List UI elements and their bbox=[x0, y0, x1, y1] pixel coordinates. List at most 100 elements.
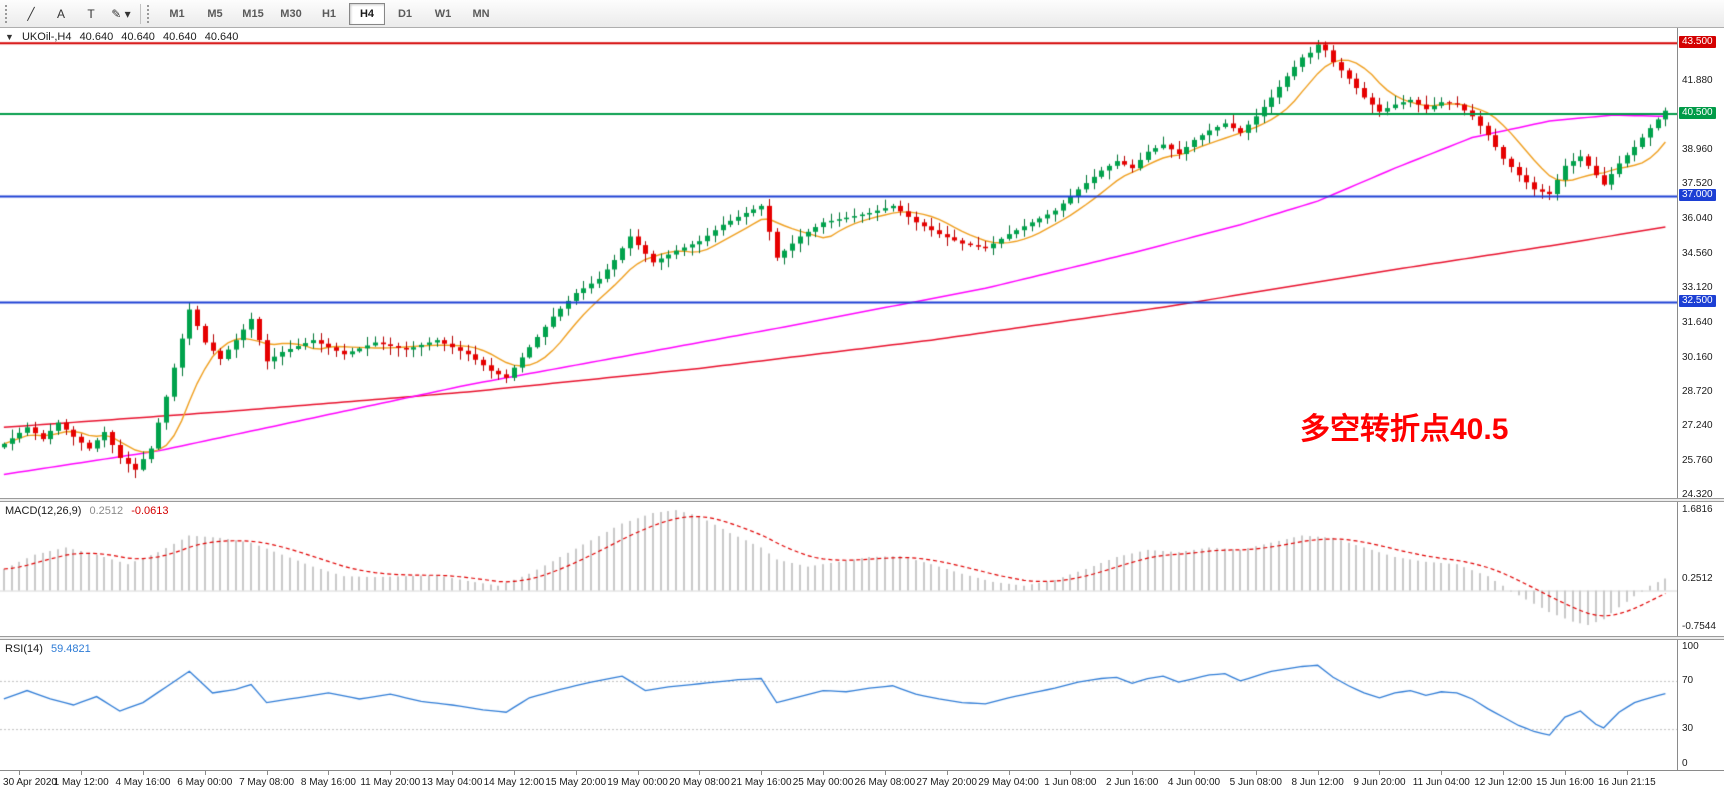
price-tick-label: 36.040 bbox=[1682, 213, 1713, 225]
toolbar-separator bbox=[140, 3, 141, 24]
price-line-badge: 32.500 bbox=[1679, 295, 1716, 308]
timeframe-button-m15[interactable]: M15 bbox=[242, 7, 264, 20]
time-axis-label: 30 Apr 2020 bbox=[3, 777, 57, 788]
time-axis-tick bbox=[1070, 771, 1072, 775]
time-axis-tick bbox=[1193, 771, 1195, 775]
time-axis-label: 13 May 04:00 bbox=[421, 777, 483, 788]
time-axis-tick bbox=[637, 771, 639, 775]
macd-tick-label: -0.7544 bbox=[1682, 620, 1716, 632]
time-axis-tick bbox=[1317, 771, 1319, 775]
timeframe-button-m1[interactable]: M1 bbox=[169, 7, 185, 20]
price-line-badge: 37.000 bbox=[1679, 189, 1716, 202]
timeframe-button-mn[interactable]: MN bbox=[472, 7, 490, 20]
toolbar-drag-handle[interactable] bbox=[5, 4, 11, 23]
price-tick-label: 34.560 bbox=[1682, 247, 1713, 259]
time-axis-tick bbox=[328, 771, 330, 775]
draw-tool-button[interactable]: ✎ ▾ bbox=[111, 6, 131, 21]
time-axis-label: 12 Jun 12:00 bbox=[1474, 777, 1533, 788]
rsi-title: RSI(14) bbox=[5, 643, 43, 655]
timeframe-button-m30[interactable]: M30 bbox=[280, 7, 302, 20]
text-label-tool-button[interactable]: A bbox=[56, 6, 65, 21]
time-axis-tick bbox=[142, 771, 144, 775]
time-axis-label: 4 May 16:00 bbox=[115, 777, 171, 788]
quote-close: 40.640 bbox=[204, 31, 239, 43]
macd-tick-label: 1.6816 bbox=[1682, 504, 1713, 516]
time-axis-label: 6 May 00:00 bbox=[177, 777, 233, 788]
timeframe-button-h1[interactable]: H1 bbox=[321, 7, 337, 20]
time-axis-label: 2 Jun 16:00 bbox=[1106, 777, 1159, 788]
time-axis-tick bbox=[1441, 771, 1443, 775]
time-axis-tick bbox=[1503, 771, 1505, 775]
macd-chart-canvas[interactable] bbox=[0, 502, 1677, 636]
price-tick-label: 37.520 bbox=[1682, 178, 1713, 190]
price-tick-label: 25.760 bbox=[1682, 455, 1713, 467]
toolbar-tools: ╱ A T ✎ ▾ bbox=[16, 2, 136, 26]
time-axis-label: 29 May 04:00 bbox=[978, 777, 1039, 788]
macd-tick-label: 0.2512 bbox=[1682, 572, 1713, 584]
panel-splitter[interactable] bbox=[0, 636, 1724, 640]
time-axis-label: 16 Jun 21:15 bbox=[1597, 777, 1656, 788]
timeframe-button-d1[interactable]: D1 bbox=[397, 7, 413, 20]
price-tick-label: 24.320 bbox=[1682, 489, 1713, 501]
time-axis-label: 20 May 08:00 bbox=[669, 777, 730, 788]
time-axis-tick bbox=[81, 771, 83, 775]
timeframe-button-m5[interactable]: M5 bbox=[207, 7, 223, 20]
price-chart-canvas[interactable] bbox=[0, 28, 1677, 498]
time-axis-tick bbox=[699, 771, 701, 775]
time-axis-tick bbox=[1564, 771, 1566, 775]
time-axis-label: 26 May 08:00 bbox=[854, 777, 916, 788]
timeframe-toolbar-drag-handle[interactable] bbox=[147, 4, 153, 23]
timeframe-button-w1[interactable]: W1 bbox=[434, 7, 452, 20]
line-tool-button[interactable]: ╱ bbox=[27, 6, 35, 21]
time-axis-label: 1 Jun 08:00 bbox=[1044, 777, 1097, 788]
quote-high: 40.640 bbox=[121, 31, 155, 43]
time-axis-label: 14 May 12:00 bbox=[483, 777, 545, 788]
rsi-chart-canvas[interactable] bbox=[0, 640, 1677, 770]
macd-value-signal: -0.0613 bbox=[131, 505, 169, 517]
text-box-tool-button[interactable]: T bbox=[87, 6, 95, 21]
price-tick-label: 41.880 bbox=[1682, 75, 1713, 87]
time-axis-tick bbox=[761, 771, 763, 775]
macd-axis[interactable]: 1.6816 0.2512 -0.7544 bbox=[1677, 502, 1724, 636]
rsi-tick-label: 30 bbox=[1682, 723, 1694, 735]
price-tick-label: 28.720 bbox=[1682, 385, 1713, 397]
macd-panel: MACD(12,26,9) 0.2512 -0.0613 1.6816 0.251… bbox=[0, 502, 1724, 636]
time-axis-tick bbox=[1008, 771, 1010, 775]
time-axis-label: 8 Jun 12:00 bbox=[1291, 777, 1344, 788]
price-axis[interactable]: 41.880 38.960 37.520 36.040 34.560 33.120 31.6… bbox=[1677, 28, 1724, 501]
macd-title: MACD(12,26,9) bbox=[5, 505, 82, 517]
rsi-tick-label: 100 bbox=[1682, 641, 1699, 652]
time-axis-tick bbox=[19, 771, 21, 775]
timeframe-button-h4[interactable]: H4 bbox=[349, 2, 385, 25]
time-axis-label: 21 May 16:00 bbox=[730, 777, 792, 788]
time-axis-tick bbox=[452, 771, 454, 775]
time-axis-tick bbox=[1626, 771, 1628, 775]
time-axis-label: 5 Jun 08:00 bbox=[1229, 777, 1282, 788]
price-tick-label: 30.160 bbox=[1682, 351, 1713, 363]
annotation-text[interactable]: 多空转折点40.5 bbox=[1300, 413, 1509, 446]
price-tick-label: 31.640 bbox=[1682, 316, 1713, 328]
one-click-trading-arrow[interactable]: ▼ bbox=[5, 32, 14, 42]
time-axis-tick bbox=[266, 771, 268, 775]
time-axis-label: 8 May 16:00 bbox=[300, 777, 356, 788]
time-axis-tick bbox=[823, 771, 825, 775]
time-axis-tick bbox=[1132, 771, 1134, 775]
toolbar: ╱ A T ✎ ▾ M1 M5 M15 M30 H1 H4 D1 W1 MN bbox=[0, 0, 1724, 28]
chart-quote-line: ▼ UKOil-,H4 40.640 40.640 40.640 40.640 bbox=[5, 31, 243, 43]
time-axis[interactable]: 30 Apr 2020 1 May 12:00 4 May 16:00 6 May 0… bbox=[0, 770, 1724, 794]
time-axis-label: 15 May 20:00 bbox=[545, 777, 607, 788]
macd-value-main: 0.2512 bbox=[89, 505, 124, 517]
time-axis-label: 19 May 00:00 bbox=[607, 777, 668, 788]
macd-label: MACD(12,26,9) 0.2512 -0.0613 bbox=[5, 505, 174, 517]
toolbar-timeframes: M1 M5 M15 M30 H1 H4 D1 W1 MN bbox=[158, 2, 500, 25]
rsi-tick-label: 0 bbox=[1682, 758, 1688, 769]
time-axis-label: 4 Jun 00:00 bbox=[1167, 777, 1221, 788]
panel-splitter[interactable] bbox=[0, 498, 1724, 502]
time-axis-tick bbox=[204, 771, 206, 775]
time-axis-label: 11 May 20:00 bbox=[360, 777, 421, 788]
time-axis-label: 11 Jun 04:00 bbox=[1412, 777, 1470, 788]
time-axis-label: 7 May 08:00 bbox=[239, 777, 295, 788]
rsi-axis[interactable]: 100 70 30 0 bbox=[1677, 640, 1724, 770]
time-axis-tick bbox=[1255, 771, 1257, 775]
quote-open: 40.640 bbox=[79, 31, 114, 43]
